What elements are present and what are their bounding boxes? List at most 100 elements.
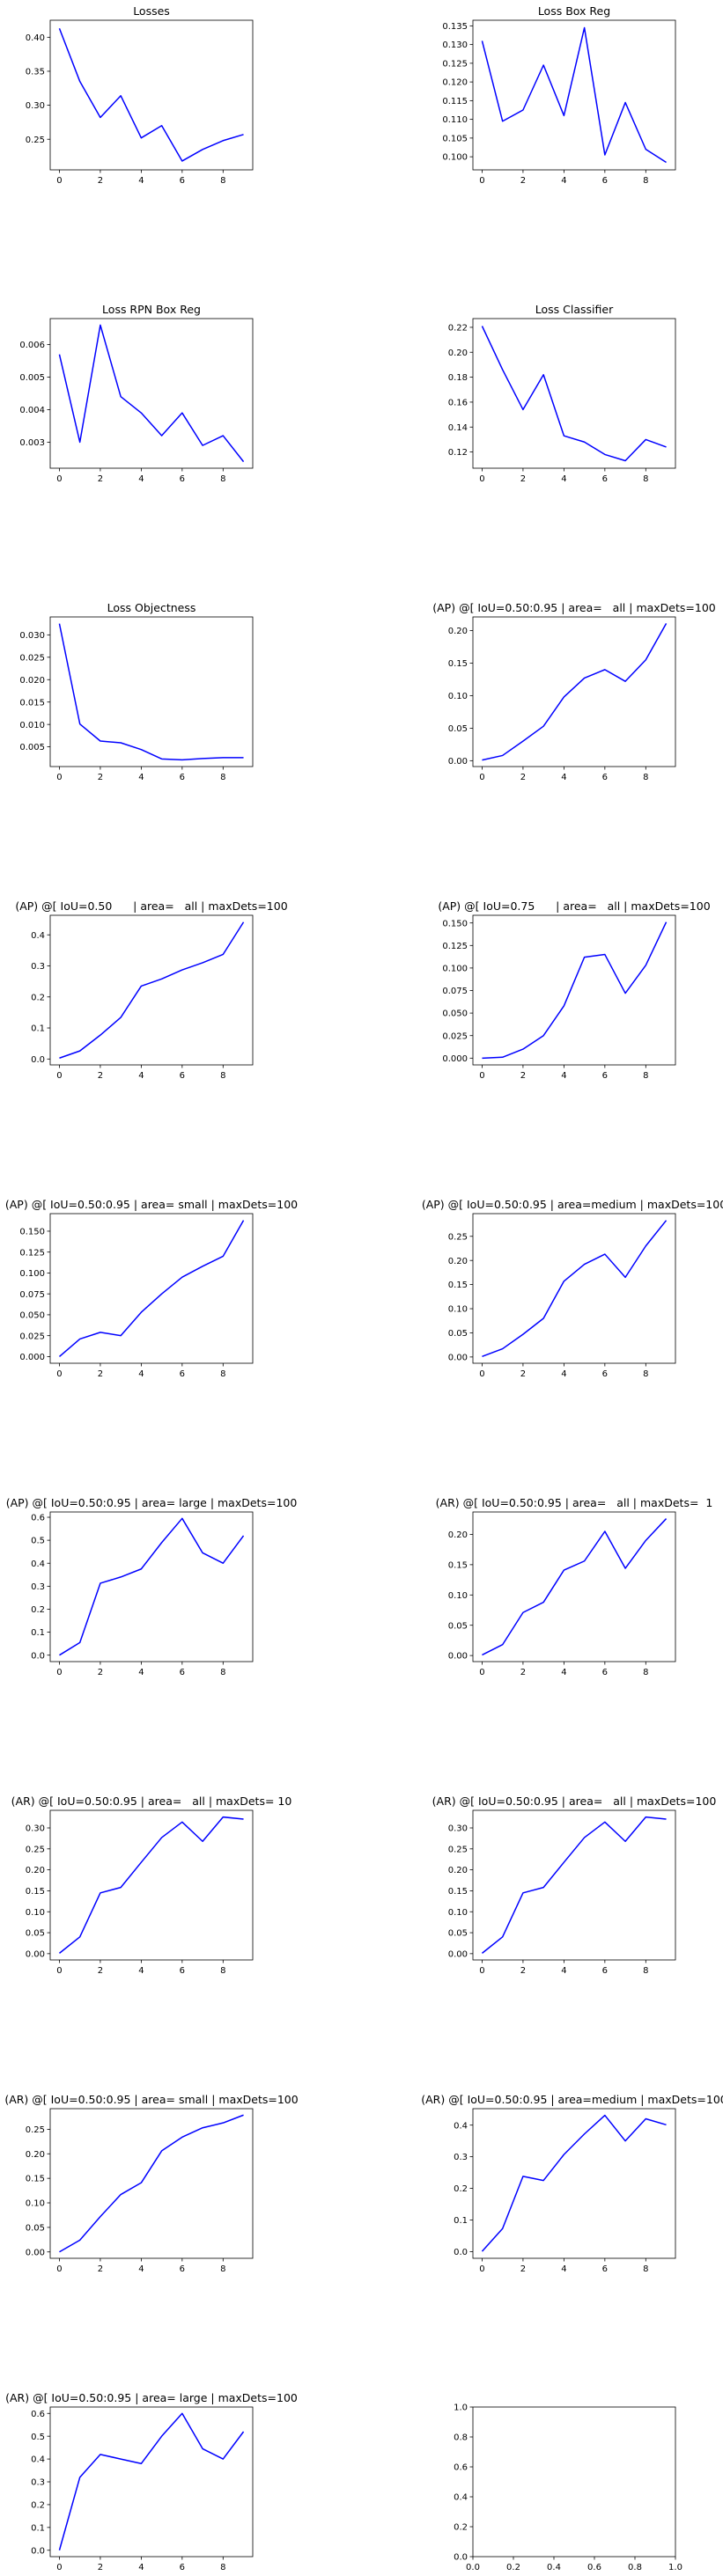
y-tick-label: 0.110 [442,115,468,125]
x-tick-label: 8 [220,2264,225,2274]
chart-panel: (AP) @[ IoU=0.50:0.95 | area= all | maxD… [432,601,716,782]
y-tick-label: 0.10 [26,1908,45,1918]
x-tick-label: 0.8 [628,2563,642,2572]
chart-title: (AP) @[ IoU=0.75 | area= all | maxDets=1… [438,899,710,913]
y-tick-label: 0.1 [454,2216,468,2226]
y-tick-label: 0.050 [19,1311,45,1321]
x-tick-label: 4 [138,2563,144,2572]
x-tick-label: 0.4 [547,2563,561,2572]
y-tick-label: 0.5 [31,1537,45,1546]
y-tick-label: 0.05 [26,2223,45,2233]
axes-frame [49,318,254,469]
x-tick-label: 4 [561,176,566,186]
x-tick-label: 2 [520,1966,526,1976]
y-tick-label: 0.40 [26,33,45,43]
x-tick-label: 4 [138,1966,144,1976]
x-tick-label: 6 [602,773,608,782]
y-tick-label: 0.05 [448,1329,468,1339]
axes-frame [472,1511,676,1662]
chart-title: (AR) @[ IoU=0.50:0.95 | area= all | maxD… [432,1794,717,1808]
x-tick-label: 6 [180,2563,185,2572]
chart-panel: (AR) @[ IoU=0.50:0.95 | area= all | maxD… [436,1496,713,1677]
y-tick-label: 0.3 [31,2478,45,2488]
y-tick-label: 0.004 [19,406,45,415]
y-tick-label: 0.000 [442,1054,468,1064]
y-tick-label: 0.100 [442,153,468,163]
x-tick-label: 2 [520,1668,526,1677]
series-line [59,2114,244,2253]
x-tick-label: 8 [643,474,648,484]
y-tick-label: 0.6 [454,2463,468,2473]
chart-panel: (AP) @[ IoU=0.50:0.95 | area=medium | ma… [422,1198,723,1379]
x-tick-label: 2 [98,2563,103,2572]
y-tick-label: 0.22 [448,324,468,334]
y-tick-label: 0.10 [448,1591,468,1601]
axes-frame [472,914,676,1066]
y-tick-label: 0.10 [26,2199,45,2209]
y-tick-label: 0.1 [31,2523,45,2533]
chart-panel: Loss Box Reg 0.100 0.105 0.110 0.115 0.120 0.1… [442,4,676,186]
x-tick-label: 2 [98,474,103,484]
x-tick-label: 6 [180,1369,185,1379]
chart-panel: (AR) @[ IoU=0.50:0.95 | area= all | maxD… [11,1794,292,1976]
x-tick-label: 6 [602,176,608,186]
y-tick-label: 0.3 [31,962,45,972]
x-tick-label: 0 [479,1071,484,1081]
y-tick-label: 0.20 [448,1257,468,1266]
chart-title: (AP) @[ IoU=0.50:0.95 | area= large | ma… [6,1496,298,1509]
axes-frame [49,616,254,767]
y-tick-label: 0.003 [19,438,45,448]
x-tick-label: 2 [98,2264,103,2274]
axes-frame [49,2406,254,2558]
x-tick-label: 2 [98,1966,103,1976]
chart-panel: (AR) @[ IoU=0.50:0.95 | area= small | ma… [4,2093,298,2274]
y-tick-label: 0.15 [26,2175,45,2184]
x-tick-label: 8 [643,773,648,782]
axes-frame [49,1213,254,1364]
chart-title: (AP) @[ IoU=0.50:0.95 | area= small | ma… [5,1198,298,1211]
x-tick-label: 0 [56,773,62,782]
y-tick-label: 0.5 [31,2433,45,2442]
series-line [58,1220,245,1357]
y-tick-label: 0.6 [31,1514,45,1523]
x-tick-label: 2 [520,773,526,782]
x-tick-label: 8 [643,2264,648,2274]
y-tick-label: 0.25 [448,1845,468,1854]
y-tick-label: 0.05 [448,1621,468,1631]
chart-panel: (AP) @[ IoU=0.75 | area= all | maxDets=1… [438,899,710,1081]
y-tick-label: 0.030 [19,631,45,641]
y-tick-label: 0.4 [31,931,45,941]
x-tick-label: 2 [98,1668,103,1677]
y-tick-label: 0.05 [448,1929,468,1939]
y-tick-label: 0.025 [442,1031,468,1041]
x-tick-label: 6 [602,1668,608,1677]
x-tick-label: 8 [643,1668,648,1677]
x-tick-label: 6 [602,2264,608,2274]
x-tick-label: 4 [138,1071,144,1081]
axes-frame [472,616,676,767]
x-tick-label: 6 [180,773,185,782]
y-tick-label: 0.10 [448,692,468,701]
x-tick-label: 6 [180,1071,185,1081]
x-tick-label: 0 [56,1369,62,1379]
chart-panel: 0.0 0.2 0.4 0.6 0.8 1.0 0.0 0.2 0.4 0.6 0.8 1.0 [454,2404,682,2572]
x-tick-label: 4 [561,474,566,484]
y-tick-label: 0.0 [31,1055,45,1065]
y-tick-label: 0.16 [448,399,468,408]
x-tick-label: 8 [220,773,225,782]
x-tick-label: 6 [180,1668,185,1677]
y-tick-label: 0.20 [448,1866,468,1875]
x-tick-label: 2 [520,1369,526,1379]
y-tick-label: 0.6 [31,2410,45,2419]
chart-title: Loss RPN Box Reg [102,303,201,316]
chart-panel: Loss Classifier 0.12 0.14 0.16 0.18 0.20 0.22 0… [448,303,676,484]
y-tick-label: 0.0 [31,2546,45,2556]
y-tick-label: 0.050 [442,1009,468,1019]
y-tick-label: 0.005 [19,373,45,383]
y-tick-label: 0.8 [454,2433,468,2443]
series-line [58,28,244,162]
y-tick-label: 0.35 [26,68,45,77]
y-tick-label: 0.00 [448,1949,468,1959]
y-tick-label: 0.00 [26,1949,45,1959]
x-tick-label: 6 [602,474,608,484]
